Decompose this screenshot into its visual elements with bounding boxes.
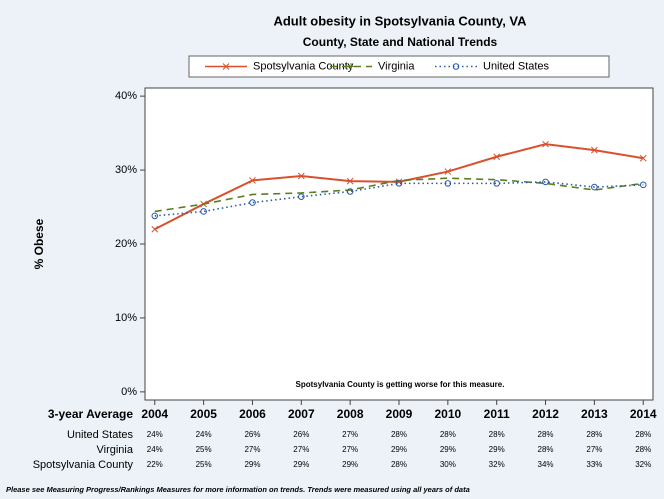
marker bbox=[297, 172, 305, 180]
marker bbox=[591, 183, 598, 191]
marker bbox=[151, 212, 159, 220]
table-row-label: Spotsylvania County bbox=[33, 459, 134, 471]
marker bbox=[639, 154, 647, 162]
table-cell: 28% bbox=[635, 430, 651, 439]
table-row-label: Virginia bbox=[97, 444, 134, 456]
marker bbox=[639, 181, 647, 189]
table-cell: 28% bbox=[391, 460, 407, 469]
x-tick-label: 2007 bbox=[288, 407, 315, 421]
table-cell: 24% bbox=[196, 430, 212, 439]
table-label: 3-year Average bbox=[48, 407, 133, 421]
table-cell: 27% bbox=[293, 445, 309, 454]
marker bbox=[444, 180, 452, 187]
marker bbox=[542, 178, 549, 186]
legend-label: Spotsylvania County bbox=[253, 60, 354, 72]
legend-label: Virginia bbox=[378, 60, 415, 72]
x-tick-label: 2008 bbox=[337, 407, 364, 421]
table-cell: 29% bbox=[391, 445, 407, 454]
y-tick-label: 20% bbox=[115, 238, 137, 250]
table-cell: 29% bbox=[342, 460, 358, 469]
marker bbox=[542, 140, 549, 148]
table-cell: 30% bbox=[440, 460, 456, 469]
y-axis-label: % Obese bbox=[32, 218, 46, 269]
x-tick-label: 2013 bbox=[581, 407, 608, 421]
table-cell: 33% bbox=[586, 460, 602, 469]
table-cell: 28% bbox=[635, 445, 651, 454]
table-cell: 28% bbox=[538, 445, 554, 454]
table-cell: 27% bbox=[342, 430, 358, 439]
table-cell: 28% bbox=[440, 430, 456, 439]
x-tick-label: 2009 bbox=[386, 407, 413, 421]
table-cell: 26% bbox=[244, 430, 260, 439]
y-tick-label: 40% bbox=[115, 90, 137, 102]
x-tick-label: 2005 bbox=[190, 407, 217, 421]
marker bbox=[346, 188, 354, 195]
table-cell: 28% bbox=[489, 430, 505, 439]
table-cell: 29% bbox=[489, 445, 505, 454]
legend-marker bbox=[222, 63, 230, 70]
chart-subtitle: County, State and National Trends bbox=[303, 35, 498, 49]
plot-area bbox=[144, 87, 654, 401]
table-cell: 29% bbox=[440, 445, 456, 454]
table-cell: 27% bbox=[586, 445, 602, 454]
marker bbox=[591, 146, 598, 154]
x-tick-label: 2010 bbox=[434, 407, 461, 421]
table-cell: 24% bbox=[147, 445, 163, 454]
marker bbox=[200, 208, 207, 215]
table-cell: 34% bbox=[538, 460, 554, 469]
marker bbox=[493, 180, 500, 187]
y-tick-label: 10% bbox=[115, 312, 137, 324]
table-cell: 32% bbox=[635, 460, 651, 469]
x-tick-label: 2004 bbox=[141, 407, 168, 421]
x-tick-label: 2006 bbox=[239, 407, 266, 421]
legend-marker bbox=[452, 63, 460, 70]
table-cell: 25% bbox=[196, 460, 212, 469]
marker bbox=[249, 177, 256, 184]
line bbox=[154, 181, 644, 217]
table-cell: 28% bbox=[538, 430, 554, 439]
y-tick-label: 0% bbox=[121, 386, 137, 398]
table-cell: 28% bbox=[586, 430, 602, 439]
table-cell: 25% bbox=[196, 445, 212, 454]
table-cell: 22% bbox=[147, 460, 163, 469]
table-cell: 24% bbox=[147, 430, 163, 439]
marker bbox=[444, 168, 452, 175]
marker bbox=[151, 225, 159, 233]
legend-label: United States bbox=[483, 60, 550, 72]
x-tick-label: 2011 bbox=[484, 407, 510, 421]
x-tick-label: 2012 bbox=[532, 407, 559, 421]
marker bbox=[346, 177, 354, 185]
chart-title: Adult obesity in Spotsylvania County, VA bbox=[273, 13, 527, 28]
footnote: Please see Measuring Progress/Rankings M… bbox=[6, 485, 470, 494]
marker bbox=[249, 199, 256, 206]
legend-box bbox=[188, 55, 610, 78]
table-row-label: United States bbox=[67, 429, 134, 441]
table-cell: 28% bbox=[391, 430, 407, 439]
x-tick-label: 2014 bbox=[630, 407, 657, 421]
table-cell: 26% bbox=[293, 430, 309, 439]
table-cell: 27% bbox=[244, 445, 260, 454]
table-cell: 29% bbox=[244, 460, 260, 469]
marker bbox=[395, 180, 403, 187]
marker bbox=[298, 193, 305, 200]
marker bbox=[493, 153, 501, 161]
table-cell: 32% bbox=[489, 460, 505, 469]
table-cell: 27% bbox=[342, 445, 358, 454]
legend-marker bbox=[347, 63, 355, 70]
annotation: Spotsylvania County is getting worse for… bbox=[296, 380, 505, 389]
table-cell: 29% bbox=[293, 460, 309, 469]
y-tick-label: 30% bbox=[115, 164, 137, 176]
